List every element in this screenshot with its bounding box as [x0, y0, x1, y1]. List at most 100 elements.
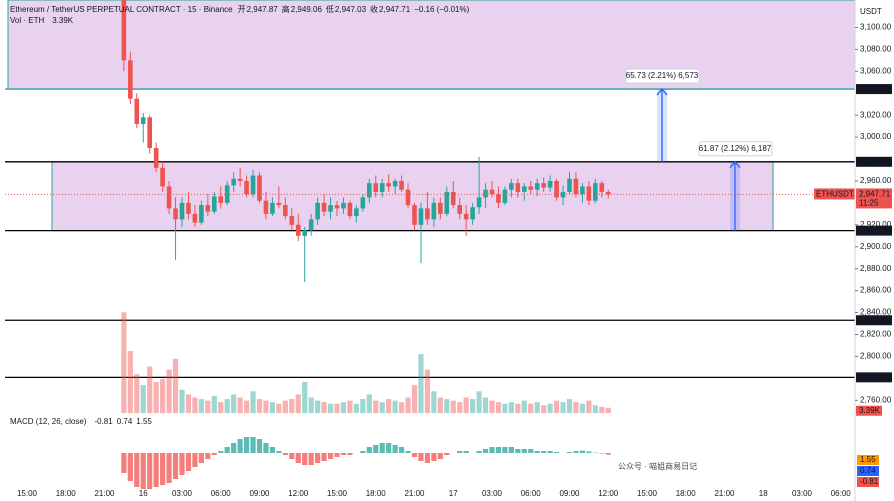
level-tag-label: 3,043.78	[859, 84, 891, 93]
candle-body	[160, 167, 165, 187]
level-tag-label: 2,977.46	[859, 157, 891, 166]
macd-axis-label: -0.81	[860, 477, 879, 486]
candle-body	[270, 202, 275, 214]
volume-bar	[592, 405, 598, 413]
volume-bar	[302, 382, 308, 413]
candle-body	[121, 0, 127, 61]
symbol-tag-label: ETHUSDT.P	[816, 190, 860, 199]
macd-bar	[315, 453, 321, 463]
candle-body	[379, 183, 385, 192]
volume-bar	[256, 399, 263, 413]
x-tick-label: 15:00	[637, 489, 658, 498]
volume-bar	[515, 403, 521, 413]
y-tick-label: 2,880.00	[860, 264, 892, 273]
header-text: Ethereum / TetherUS PERPETUAL CONTRACT ·…	[10, 5, 233, 14]
volume-bar	[321, 402, 327, 413]
volume-bar	[599, 406, 605, 413]
volume-bar	[502, 403, 508, 413]
macd-bar	[340, 453, 347, 455]
macd-bar	[172, 453, 179, 479]
measure-label: 61.87 (2.12%) 6,187	[699, 144, 772, 153]
x-tick-label: 18:00	[56, 489, 77, 498]
macd-bar	[211, 453, 217, 455]
x-tick-label: 03:00	[482, 489, 503, 498]
macd-bar	[289, 453, 295, 459]
volume-bar	[308, 397, 314, 413]
volume-bar	[205, 400, 211, 413]
arrow-head	[729, 160, 741, 169]
volume-bar	[340, 402, 347, 413]
volume-bar	[366, 394, 372, 413]
macd-bar	[605, 453, 611, 455]
macd-bar	[276, 451, 282, 453]
macd-bar	[431, 453, 437, 461]
macd-bar	[295, 453, 301, 463]
level-tag-label: 2,833.00	[859, 315, 891, 324]
volume-bar	[398, 402, 405, 413]
volume-bar	[508, 402, 514, 413]
candle-body	[192, 213, 198, 223]
volume-bar	[334, 403, 340, 413]
volume-bar	[166, 369, 172, 413]
measure-label-bg	[698, 141, 773, 157]
candle-body	[412, 205, 417, 225]
volume-bar	[450, 400, 456, 413]
candle-body	[153, 148, 159, 168]
volume-tag-label: 3.39K	[859, 406, 881, 415]
level-tag	[856, 372, 892, 383]
level-tag-label: 2,780.91	[859, 372, 891, 381]
volume-bar	[237, 397, 243, 413]
header-text: 2,947.87	[247, 5, 279, 14]
price-tag	[856, 188, 892, 209]
candle-body	[547, 180, 553, 188]
volume-bar	[153, 382, 159, 413]
candle-body	[283, 205, 288, 217]
volume-bar	[411, 385, 418, 413]
candle-body	[315, 202, 320, 220]
macd-bar	[502, 447, 508, 453]
macd-bar	[166, 453, 172, 483]
volume-bar	[121, 312, 127, 413]
currency: USDT	[860, 7, 882, 16]
macd-bar	[256, 439, 263, 453]
y-tick-label: 3,100.00	[860, 23, 892, 32]
candle-body	[347, 202, 353, 217]
macd-bar	[437, 453, 443, 459]
x-tick-label: 18:00	[676, 489, 697, 498]
volume-bar	[566, 399, 573, 413]
candle-body	[483, 189, 488, 198]
macd-bar	[192, 453, 198, 467]
candle-body	[134, 98, 140, 124]
candle-body	[438, 202, 443, 214]
volume-bar	[127, 351, 133, 413]
candle-body	[302, 230, 308, 236]
candle-body	[541, 183, 546, 188]
macd-bar	[179, 453, 185, 475]
candle-body	[366, 183, 372, 198]
volume-bar	[353, 403, 359, 413]
macd-bar	[482, 449, 489, 453]
header-text: 收	[370, 4, 378, 14]
macd-title: MACD (12, 26, close)	[10, 417, 87, 426]
macd-bar	[366, 447, 372, 453]
x-tick-label: 09:00	[559, 489, 580, 498]
macd-bar	[160, 453, 166, 485]
macd-bar	[534, 451, 540, 453]
macd-bar	[243, 437, 250, 453]
macd-bar	[302, 453, 308, 465]
candle-body	[263, 200, 269, 214]
header-text: 低	[326, 4, 334, 14]
volume-bar	[392, 400, 398, 413]
macd-bar	[379, 443, 385, 453]
candle-body	[605, 191, 611, 195]
countdown: 11:25	[859, 199, 879, 208]
macd-bar	[444, 453, 450, 455]
volume-bar	[172, 358, 179, 413]
macd-bar	[347, 453, 353, 455]
x-tick-label: 15:00	[327, 489, 348, 498]
volume-bar	[476, 391, 482, 413]
macd-bar	[489, 447, 495, 453]
macd-axis-label: 1.55	[860, 455, 876, 464]
candle-body	[211, 196, 217, 212]
